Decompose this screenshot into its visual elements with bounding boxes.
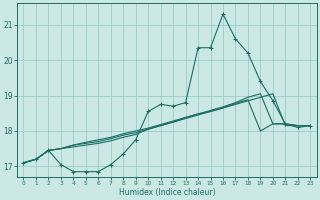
X-axis label: Humidex (Indice chaleur): Humidex (Indice chaleur) [119,188,215,197]
